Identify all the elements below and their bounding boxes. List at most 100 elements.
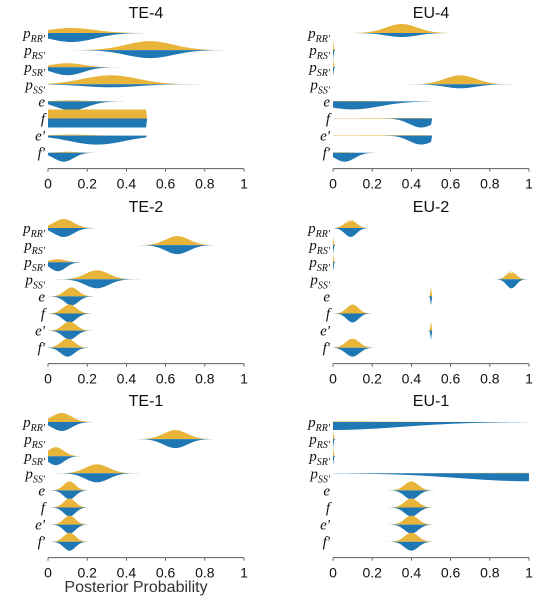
violin-row-1: pRS' bbox=[308, 430, 529, 451]
violin-row-4: e bbox=[323, 481, 529, 500]
violin-bottom-half bbox=[48, 541, 244, 551]
param-base: p bbox=[309, 272, 318, 288]
violin-row-4: e bbox=[38, 287, 244, 305]
param-base: p bbox=[308, 238, 317, 254]
param-subscript: RS' bbox=[31, 51, 46, 62]
x-tick-label: 0.8 bbox=[195, 565, 215, 581]
y-tick-label: pSR' bbox=[23, 255, 46, 274]
param-base: e bbox=[323, 483, 330, 499]
x-tick-label: 0.4 bbox=[402, 371, 422, 387]
param-base: e bbox=[38, 483, 45, 499]
panel-eu-1: EU-1 pRR'pRS'pSR'pSS'efe'f'0 0.2 0.4 0.6 0.8… bbox=[307, 393, 533, 581]
violin-bottom-half bbox=[48, 422, 244, 431]
violin-row-2: pSR' bbox=[23, 255, 244, 274]
panel-te-1: TE-1 pRR'pRS'pSR'pSS'efe'f'0 0.2 0.4 0.6 0.8… bbox=[22, 393, 248, 581]
param-base: p bbox=[308, 60, 317, 76]
violin-top-half bbox=[333, 41, 529, 51]
param-subscript: RR' bbox=[315, 423, 331, 434]
x-tick-label: 0 bbox=[329, 371, 337, 387]
x-tick-label: 0 bbox=[44, 176, 52, 192]
param-base: e bbox=[320, 129, 327, 145]
violin-top-half bbox=[48, 270, 244, 280]
violin-top-half bbox=[48, 321, 244, 331]
violin-row-5: f bbox=[41, 498, 244, 517]
violin-top-half bbox=[48, 100, 244, 102]
y-tick-label: f bbox=[326, 112, 332, 128]
violin-bottom-half bbox=[48, 313, 244, 323]
violin-row-1: pRS' bbox=[23, 236, 244, 257]
param-subscript: SR' bbox=[32, 68, 46, 79]
violin-bottom-half bbox=[48, 228, 244, 237]
y-tick-label: pRR' bbox=[307, 26, 331, 45]
x-tick-label: 0.6 bbox=[441, 371, 461, 387]
x-tick-label: 0.8 bbox=[195, 371, 215, 387]
param-base: f bbox=[326, 307, 332, 323]
param-prime: ' bbox=[327, 129, 331, 145]
param-base: f bbox=[41, 501, 47, 517]
param-subscript: SS' bbox=[33, 280, 46, 291]
violin-bottom-half bbox=[333, 262, 529, 272]
violin-bottom-half bbox=[333, 84, 529, 89]
violin-top-half bbox=[333, 219, 529, 228]
y-tick-label: f' bbox=[323, 146, 331, 162]
violin-top-half bbox=[48, 259, 244, 263]
param-base: p bbox=[24, 77, 33, 93]
param-base: p bbox=[23, 43, 32, 59]
y-tick-label: e bbox=[323, 483, 330, 499]
y-tick-label: pSR' bbox=[308, 60, 331, 79]
y-tick-label: pRR' bbox=[307, 415, 331, 434]
violin-top-half bbox=[333, 75, 529, 85]
violin-row-0: pRR' bbox=[307, 219, 529, 240]
violin-top-half bbox=[48, 219, 244, 228]
y-tick-label: e bbox=[323, 289, 330, 305]
param-base: e bbox=[35, 129, 42, 145]
panel-title: TE-4 bbox=[129, 5, 164, 22]
param-base: e bbox=[35, 518, 42, 534]
violin-bottom-half bbox=[333, 439, 529, 449]
param-base: p bbox=[307, 415, 316, 431]
violin-bottom-half bbox=[333, 456, 529, 466]
violin-row-7: f' bbox=[323, 146, 529, 162]
y-tick-label: pRR' bbox=[22, 26, 46, 45]
violin-bottom-half bbox=[333, 152, 529, 162]
violin-top-half bbox=[333, 515, 529, 525]
violin-row-7: f' bbox=[323, 532, 529, 551]
violin-top-half bbox=[333, 135, 529, 136]
param-base: e bbox=[38, 289, 45, 305]
param-subscript: RR' bbox=[30, 34, 46, 45]
param-base: p bbox=[24, 272, 33, 288]
x-tick-label: 0.6 bbox=[156, 371, 176, 387]
violin-row-0: pRR' bbox=[307, 415, 529, 434]
violin-row-5: f bbox=[41, 304, 244, 323]
violin-row-4: e bbox=[323, 94, 529, 110]
x-tick-label: 0.4 bbox=[117, 371, 137, 387]
y-tick-label: pRS' bbox=[308, 43, 331, 62]
violin-top-half bbox=[333, 100, 529, 102]
x-tick-label: 0 bbox=[329, 176, 337, 192]
violin-bottom-half bbox=[48, 84, 244, 88]
violin-bottom-half bbox=[333, 347, 529, 357]
param-subscript: RS' bbox=[316, 246, 331, 257]
param-prime: ' bbox=[42, 129, 46, 145]
violin-row-4: e bbox=[38, 481, 244, 499]
violin-bottom-half bbox=[333, 101, 529, 110]
param-prime: ' bbox=[327, 341, 331, 357]
y-tick-label: pSS' bbox=[309, 272, 331, 291]
y-tick-label: f bbox=[41, 501, 47, 517]
violin-row-5: f bbox=[41, 109, 244, 128]
violin-top-half bbox=[333, 152, 529, 153]
y-tick-label: e bbox=[38, 289, 45, 305]
violin-bottom-half bbox=[48, 279, 244, 289]
y-tick-label: pSS' bbox=[309, 77, 331, 96]
violin-row-2: pSR' bbox=[23, 447, 244, 468]
violin-top-half bbox=[333, 236, 529, 246]
y-tick-label: f' bbox=[38, 341, 46, 357]
violin-bottom-half bbox=[48, 245, 244, 255]
y-tick-label: f' bbox=[323, 341, 331, 357]
violin-row-1: pRS' bbox=[308, 41, 529, 62]
y-tick-label: e bbox=[38, 94, 45, 110]
violin-row-2: pSR' bbox=[308, 253, 529, 274]
violin-bottom-half bbox=[48, 50, 244, 59]
violin-row-0: pRR' bbox=[22, 219, 244, 240]
violin-bottom-half bbox=[48, 347, 244, 357]
